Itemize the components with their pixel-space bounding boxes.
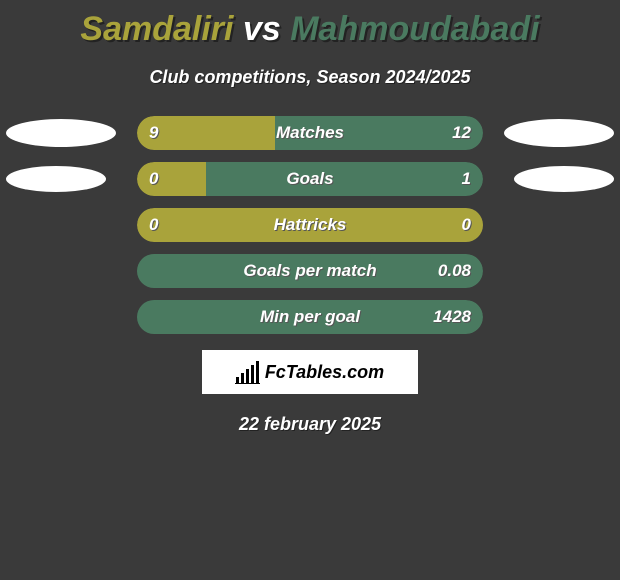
comparison-row: 0 1 Goals: [0, 162, 620, 196]
comparison-row: 0.08 Goals per match: [0, 254, 620, 288]
stat-bar-right: [206, 162, 483, 196]
page-title: Samdaliri vs Mahmoudabadi: [0, 0, 620, 49]
stat-value-right: 0: [462, 215, 471, 235]
comparison-row: 1428 Min per goal: [0, 300, 620, 334]
player-a-name: Samdaliri: [80, 10, 233, 48]
stat-value-right: 1428: [433, 307, 471, 327]
stat-metric-label: Matches: [276, 123, 344, 143]
stat-bar: 9 12 Matches: [137, 116, 483, 150]
stat-value-right: 12: [452, 123, 471, 143]
stat-value-left: 0: [149, 215, 158, 235]
stat-value-right: 0.08: [438, 261, 471, 281]
logo-text: FcTables.com: [265, 362, 384, 383]
comparison-rows: 9 12 Matches 0 1 Goals 0 0 Hattricks 0.08 Goals pe…: [0, 116, 620, 334]
subtitle: Club competitions, Season 2024/2025: [0, 67, 620, 88]
stat-bar: 1428 Min per goal: [137, 300, 483, 334]
stat-bar: 0.08 Goals per match: [137, 254, 483, 288]
stat-metric-label: Goals: [286, 169, 333, 189]
stat-bar: 0 1 Goals: [137, 162, 483, 196]
player-b-name: Mahmoudabadi: [290, 10, 539, 48]
stat-bar: 0 0 Hattricks: [137, 208, 483, 242]
stat-bar-left: [137, 162, 206, 196]
stat-value-left: 9: [149, 123, 158, 143]
stat-metric-label: Goals per match: [243, 261, 376, 281]
stat-metric-label: Min per goal: [260, 307, 360, 327]
date-label: 22 february 2025: [0, 414, 620, 435]
comparison-row: 9 12 Matches: [0, 116, 620, 150]
stat-value-left: 0: [149, 169, 158, 189]
player-ellipse-right: [504, 119, 614, 147]
stat-value-right: 1: [462, 169, 471, 189]
title-sep: vs: [243, 10, 281, 48]
player-ellipse-right: [514, 166, 614, 192]
player-ellipse-left: [6, 166, 106, 192]
logo-chart-icon: [236, 361, 259, 383]
logo-box[interactable]: FcTables.com: [202, 350, 418, 394]
comparison-row: 0 0 Hattricks: [0, 208, 620, 242]
stat-metric-label: Hattricks: [274, 215, 347, 235]
player-ellipse-left: [6, 119, 116, 147]
